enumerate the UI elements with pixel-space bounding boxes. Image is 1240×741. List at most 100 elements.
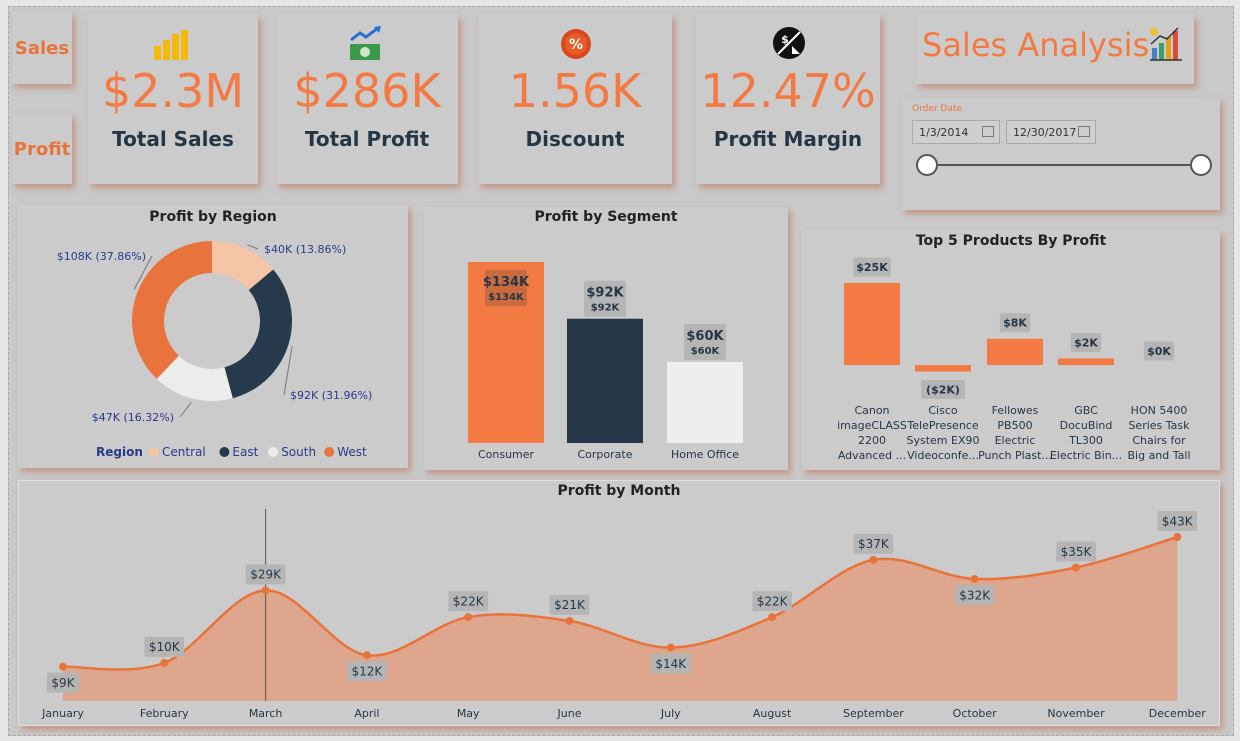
svg-text:$: $: [781, 33, 789, 46]
end-date-value: 12/30/2017: [1013, 126, 1077, 139]
legend-item-central: Central: [162, 445, 206, 459]
data-label: $134K: [483, 275, 530, 290]
data-point: [261, 586, 270, 595]
data-label: ($2K): [926, 384, 960, 397]
data-point: [464, 613, 473, 622]
donut-slice-west: [132, 241, 212, 379]
x-tick-label: Corporate: [578, 448, 633, 461]
data-label: $12K: [352, 665, 384, 679]
start-date-value: 1/3/2014: [919, 126, 969, 139]
profit-by-month-chart: $9K January $10K February $29K March $12K April…: [41, 509, 1207, 720]
svg-text:%: %: [569, 37, 583, 53]
leader-line: [283, 346, 293, 396]
x-tick-label: June: [557, 707, 582, 720]
kpi-label: Total Profit: [304, 127, 430, 151]
profit-by-region-card: Profit by Region $40K (13.86%) $92K (31.9…: [18, 205, 408, 468]
leader-line: [179, 402, 192, 418]
calendar-icon[interactable]: [982, 126, 994, 137]
segment-bar-corporate: [567, 318, 643, 443]
data-point: [160, 658, 169, 667]
data-label: $60K: [686, 329, 724, 344]
x-tick-label: PB500: [997, 419, 1032, 432]
x-tick-label: March: [249, 707, 283, 720]
kpi-label: Profit Margin: [713, 127, 863, 151]
x-tick-label: Advanced ...: [838, 449, 906, 462]
start-date-input[interactable]: 1/3/2014: [912, 120, 1000, 144]
profit-page-label: Profit: [13, 138, 71, 160]
x-tick-label: December: [1149, 707, 1207, 720]
data-label-bg: [549, 594, 590, 615]
data-point: [666, 643, 675, 652]
data-label: $40K (13.86%): [264, 243, 346, 256]
leader-line: [247, 244, 259, 250]
data-label-bg: [752, 591, 792, 612]
x-tick-label: Consumer: [478, 448, 535, 461]
data-label-bg: [684, 323, 726, 360]
segment-bar-home-office: [667, 361, 743, 443]
data-label-bg: [144, 636, 185, 657]
end-date-input[interactable]: 12/30/2017: [1006, 120, 1096, 144]
data-label: $37K: [858, 537, 890, 551]
data-label-bg: [1143, 341, 1175, 361]
data-label: $29K: [250, 568, 282, 582]
data-label-bg: [1157, 511, 1198, 531]
data-label-bg: [347, 661, 387, 682]
legend-marker: [149, 447, 159, 457]
x-tick-label: TelePresence: [906, 419, 978, 432]
data-label: $9K: [51, 676, 75, 690]
x-tick-label: Electric Bin...: [1050, 449, 1122, 462]
legend-marker: [219, 447, 230, 457]
kpi-value: $286K: [293, 64, 441, 118]
data-label: $47K (16.32%): [92, 411, 174, 424]
donut-slice-central: [212, 241, 274, 291]
kpi-card-discount: % 1.56K Discount: [478, 14, 672, 184]
profit-page-button[interactable]: Profit: [12, 114, 72, 184]
data-label-bg: [584, 280, 626, 317]
data-label: $32K: [959, 588, 991, 602]
legend-title: Region: [96, 445, 143, 459]
kpi-value: $2.3M: [101, 64, 245, 118]
sales-page-button[interactable]: Sales: [12, 12, 72, 84]
data-label: $92K (31.96%): [290, 389, 372, 402]
area-fill: [63, 537, 1178, 701]
sales-page-label: Sales: [14, 37, 70, 59]
x-tick-label: Punch Plast...: [978, 449, 1052, 462]
product-bar: [1058, 358, 1114, 365]
profit-by-month-card: Profit by Month $9K January $10K February $2…: [18, 480, 1220, 726]
data-label: $22K: [757, 594, 789, 608]
coins-stack-icon: [154, 30, 188, 60]
end-date-handle[interactable]: [1190, 154, 1212, 176]
kpi-card-profit-margin: $ 12.47% Profit Margin: [696, 14, 880, 184]
data-point: [970, 574, 979, 583]
data-point: [1072, 563, 1080, 572]
calendar-icon[interactable]: [1078, 126, 1090, 137]
x-tick-label: November: [1047, 707, 1105, 720]
kpi-label: Total Sales: [112, 127, 234, 151]
data-label-bg: [920, 380, 966, 400]
chart-title: Top 5 Products By Profit: [915, 233, 1107, 249]
data-point: [1173, 533, 1182, 541]
money-trend-icon: [350, 26, 381, 60]
profit-by-segment-card: Profit by Segment $134K $134K Consumer $92K…: [424, 207, 788, 470]
data-point: [869, 555, 878, 564]
data-label-secondary: $134K: [488, 292, 525, 303]
profit-by-segment-chart: $134K $134K Consumer $92K $92K Corporate $60K $…: [468, 262, 743, 461]
data-label: $92K: [586, 286, 624, 301]
data-label: $22K: [453, 594, 485, 608]
legend-marker: [324, 447, 335, 457]
x-tick-label: Home Office: [671, 448, 739, 461]
kpi-value: 12.47%: [700, 64, 876, 118]
x-tick-label: Cisco: [928, 404, 958, 417]
x-tick-label: Big and Tall: [1127, 449, 1190, 462]
data-label: $10K: [149, 640, 181, 654]
legend-marker: [268, 447, 279, 457]
data-label-bg: [485, 270, 527, 306]
x-tick-label: Chairs for: [1132, 434, 1186, 447]
x-tick-label: July: [660, 707, 681, 720]
start-date-handle[interactable]: [916, 154, 938, 176]
data-label-bg: [46, 672, 80, 693]
chart-title: Profit by Region: [149, 209, 277, 225]
data-point: [768, 613, 777, 622]
date-range-track[interactable]: [928, 164, 1200, 166]
data-label: $2K: [1074, 336, 1098, 349]
